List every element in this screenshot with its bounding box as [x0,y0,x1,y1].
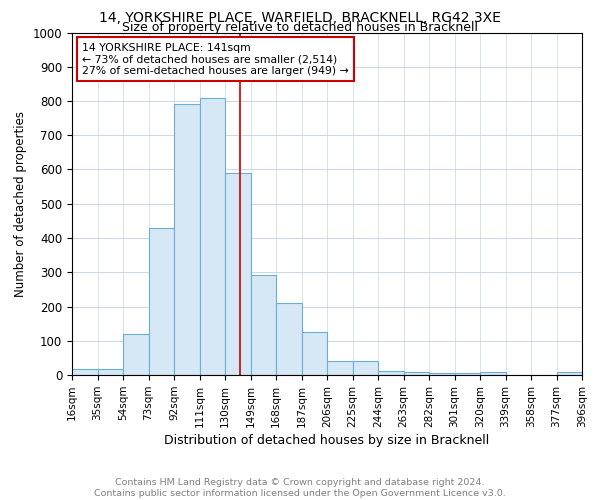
Bar [276,303,302,375]
Y-axis label: Number of detached properties: Number of detached properties [14,111,27,296]
X-axis label: Distribution of detached houses by size in Bracknell: Distribution of detached houses by size … [164,434,490,447]
Bar [353,362,378,375]
Bar [251,274,276,375]
Text: 14 YORKSHIRE PLACE: 141sqm
← 73% of detached houses are smaller (2,514)
27% of s: 14 YORKSHIRE PLACE: 141sqm ← 73% of deta… [82,43,349,76]
Text: 14, YORKSHIRE PLACE, WARFIELD, BRACKNELL, RG42 3XE: 14, YORKSHIRE PLACE, WARFIELD, BRACKNELL… [99,11,501,25]
Bar [97,369,123,375]
Bar [404,372,429,375]
Bar [302,332,327,375]
Bar [378,371,404,375]
Bar [199,98,225,375]
Bar [480,372,505,375]
Bar [174,104,199,375]
Bar [72,369,97,375]
Bar [557,372,582,375]
Bar [149,228,174,375]
Bar [327,362,353,375]
Bar [455,374,480,375]
Text: Size of property relative to detached houses in Bracknell: Size of property relative to detached ho… [122,21,478,34]
Bar [123,334,149,375]
Text: Contains HM Land Registry data © Crown copyright and database right 2024.
Contai: Contains HM Land Registry data © Crown c… [94,478,506,498]
Bar [225,173,251,375]
Bar [429,374,455,375]
